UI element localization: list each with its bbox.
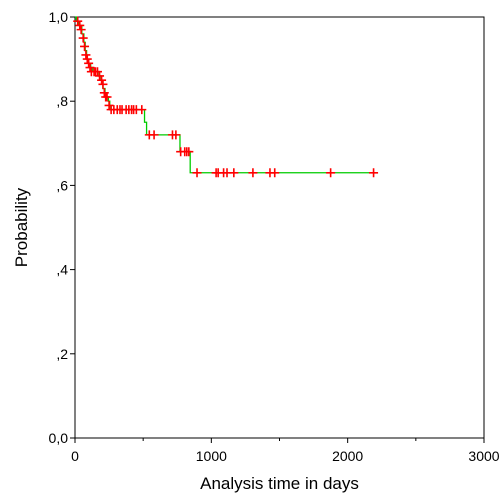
censor-marker — [75, 20, 85, 30]
censor-marker — [270, 168, 280, 178]
axis-ticks: 0,0 ,2 ,4 ,6 ,8 1,0 0 1000 2000 3000 — [49, 9, 500, 464]
y-tick-label: ,2 — [56, 346, 68, 362]
censor-marker — [85, 63, 95, 73]
censor-markers-layer — [73, 16, 379, 178]
y-tick-label: 0,0 — [49, 430, 69, 446]
x-tick-label: 1000 — [196, 448, 227, 464]
y-tick-label: 1,0 — [49, 9, 69, 25]
censor-marker — [326, 168, 336, 178]
censor-marker — [73, 16, 83, 26]
censor-marker — [98, 79, 108, 89]
censor-marker — [92, 67, 102, 77]
censor-marker — [97, 75, 107, 85]
censor-marker — [78, 33, 88, 43]
censor-marker — [81, 50, 91, 60]
censor-marker — [76, 25, 86, 35]
y-axis-title-group: Probability — [12, 187, 31, 267]
censor-marker — [137, 105, 147, 115]
y-tick-label: ,6 — [56, 177, 68, 193]
x-tick-label: 3000 — [468, 448, 499, 464]
censor-marker — [184, 147, 194, 157]
censor-marker — [82, 54, 92, 64]
censor-marker — [229, 168, 239, 178]
censor-marker — [95, 71, 105, 81]
censor-marker — [248, 168, 258, 178]
x-tick-label: 0 — [71, 448, 79, 464]
censor-marker — [192, 168, 202, 178]
x-axis-title: Analysis time in days — [200, 474, 359, 493]
x-tick-label: 2000 — [332, 448, 363, 464]
y-axis-title: Probability — [12, 187, 31, 267]
y-tick-label: ,8 — [56, 93, 68, 109]
censor-marker — [149, 130, 159, 140]
censor-marker — [104, 100, 114, 110]
censor-marker — [369, 168, 379, 178]
censor-marker — [171, 130, 181, 140]
censor-marker — [84, 58, 94, 68]
censor-marker — [80, 41, 90, 51]
y-tick-label: ,4 — [56, 262, 68, 278]
censor-marker — [102, 92, 112, 102]
